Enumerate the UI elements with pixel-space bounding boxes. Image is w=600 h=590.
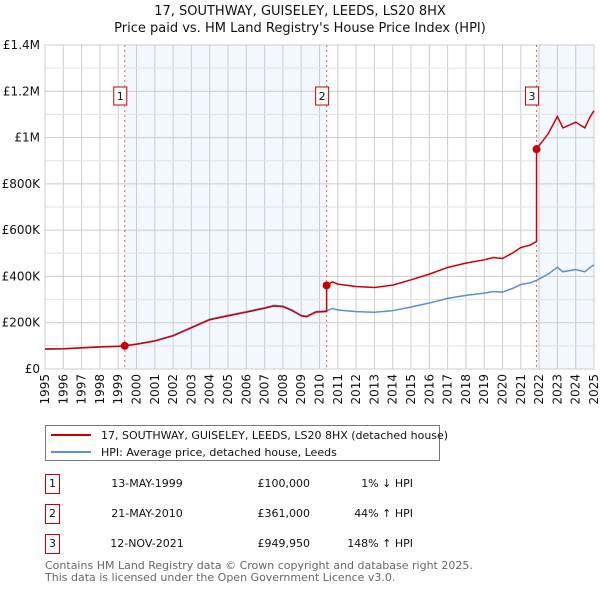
y-tick-label: £1M xyxy=(14,131,40,145)
x-tick-label: 2022 xyxy=(532,374,546,405)
legend-label: HPI: Average price, detached house, Leed… xyxy=(101,445,337,459)
property-price-line xyxy=(44,110,595,350)
sale-price: £361,000 xyxy=(257,507,311,520)
x-tick-label: 2001 xyxy=(148,374,162,405)
x-tick-label: 2014 xyxy=(386,374,400,405)
sale-point xyxy=(532,145,541,154)
legend-item-property: 17, SOUTHWAY, GUISELEY, LEEDS, LS20 8HX … xyxy=(51,427,448,443)
x-tick-label: 2006 xyxy=(239,374,253,405)
x-tick-label: 2003 xyxy=(184,374,198,405)
y-tick-label: £1.2M xyxy=(3,84,40,98)
x-tick-label: 2011 xyxy=(331,374,345,405)
x-tick-label: 2007 xyxy=(258,374,272,405)
chart-title: 17, SOUTHWAY, GUISELEY, LEEDS, LS20 8HX xyxy=(154,4,446,19)
x-tick-label: 2019 xyxy=(477,374,491,405)
x-tick-label: 2025 xyxy=(587,374,600,405)
sale-number: 2 xyxy=(45,504,60,524)
legend-label: 17, SOUTHWAY, GUISELEY, LEEDS, LS20 8HX … xyxy=(101,428,449,442)
x-tick-label: 2009 xyxy=(294,374,308,405)
sale-label: 1 xyxy=(117,90,124,103)
sale-label: 3 xyxy=(529,90,536,103)
sale-label-box xyxy=(113,86,128,106)
plot-frame xyxy=(44,44,595,370)
x-tick-label: 2020 xyxy=(496,374,510,405)
x-tick-label: 1995 xyxy=(38,374,52,405)
sale-row: 1 13-MAY-1999 £100,000 1% ↓ HPI xyxy=(45,474,465,494)
sale-hpi-diff: 1% ↓ HPI xyxy=(361,477,413,490)
x-tick-label: 1999 xyxy=(111,374,125,405)
x-tick-label: 2000 xyxy=(130,374,144,405)
x-tick-label: 2002 xyxy=(166,374,180,405)
sale-row: 3 12-NOV-2021 £949,950 148% ↑ HPI xyxy=(45,534,465,554)
footer-copyright: Contains HM Land Registry data © Crown c… xyxy=(45,559,473,572)
x-tick-label: 2010 xyxy=(313,374,327,405)
sale-row: 2 21-MAY-2010 £361,000 44% ↑ HPI xyxy=(45,504,465,524)
sale-date: 21-MAY-2010 xyxy=(111,507,183,520)
sale-point xyxy=(120,341,129,350)
x-tick-label: 2015 xyxy=(404,374,418,405)
legend-swatch-red xyxy=(51,434,91,436)
sale-price: £100,000 xyxy=(257,477,311,490)
sale-hpi-diff: 44% ↑ HPI xyxy=(354,507,413,520)
x-tick-label: 1998 xyxy=(93,374,107,405)
x-tick-label: 2016 xyxy=(422,374,436,405)
sale-price: £949,950 xyxy=(257,537,311,550)
y-tick-label: £0 xyxy=(25,362,40,376)
sale-number: 3 xyxy=(45,534,60,554)
y-tick-label: £1.4M xyxy=(3,38,40,52)
x-tick-label: 2012 xyxy=(349,374,363,405)
x-tick-label: 2004 xyxy=(203,374,217,405)
price-chart: £0 £200K £400K £600K £800K £1M £1.2M £1.4M 1995 1… xyxy=(2,38,600,405)
x-tick-label: 1997 xyxy=(75,374,89,405)
chart-subtitle: Price paid vs. HM Land Registry's House … xyxy=(114,21,486,36)
x-tick-label: 2013 xyxy=(367,374,381,405)
y-tick-label: £600K xyxy=(2,223,42,237)
y-tick-label: £400K xyxy=(2,269,42,283)
sale-label-box xyxy=(315,86,330,106)
x-tick-label: 2017 xyxy=(441,374,455,405)
x-tick-label: 1996 xyxy=(56,374,70,405)
sale-point xyxy=(322,281,331,290)
sale-label-box xyxy=(525,86,540,106)
legend-item-hpi: HPI: Average price, detached house, Leed… xyxy=(51,444,337,460)
sale-number: 1 xyxy=(45,474,60,494)
legend: 17, SOUTHWAY, GUISELEY, LEEDS, LS20 8HX … xyxy=(45,425,448,461)
sale-hpi-diff: 148% ↑ HPI xyxy=(347,537,413,550)
legend-swatch-blue xyxy=(51,451,91,453)
sale-date: 12-NOV-2021 xyxy=(110,537,184,550)
x-tick-label: 2023 xyxy=(550,374,564,405)
x-tick-label: 2005 xyxy=(221,374,235,405)
x-tick-label: 2008 xyxy=(276,374,290,405)
x-tick-label: 2018 xyxy=(459,374,473,405)
sale-label: 2 xyxy=(319,90,326,103)
x-tick-label: 2021 xyxy=(514,374,528,405)
footer-licence: This data is licensed under the Open Gov… xyxy=(45,571,396,584)
sale-date: 13-MAY-1999 xyxy=(111,477,183,490)
x-tick-label: 2024 xyxy=(569,374,583,405)
y-tick-label: £200K xyxy=(2,316,42,330)
y-tick-label: £800K xyxy=(2,177,42,191)
